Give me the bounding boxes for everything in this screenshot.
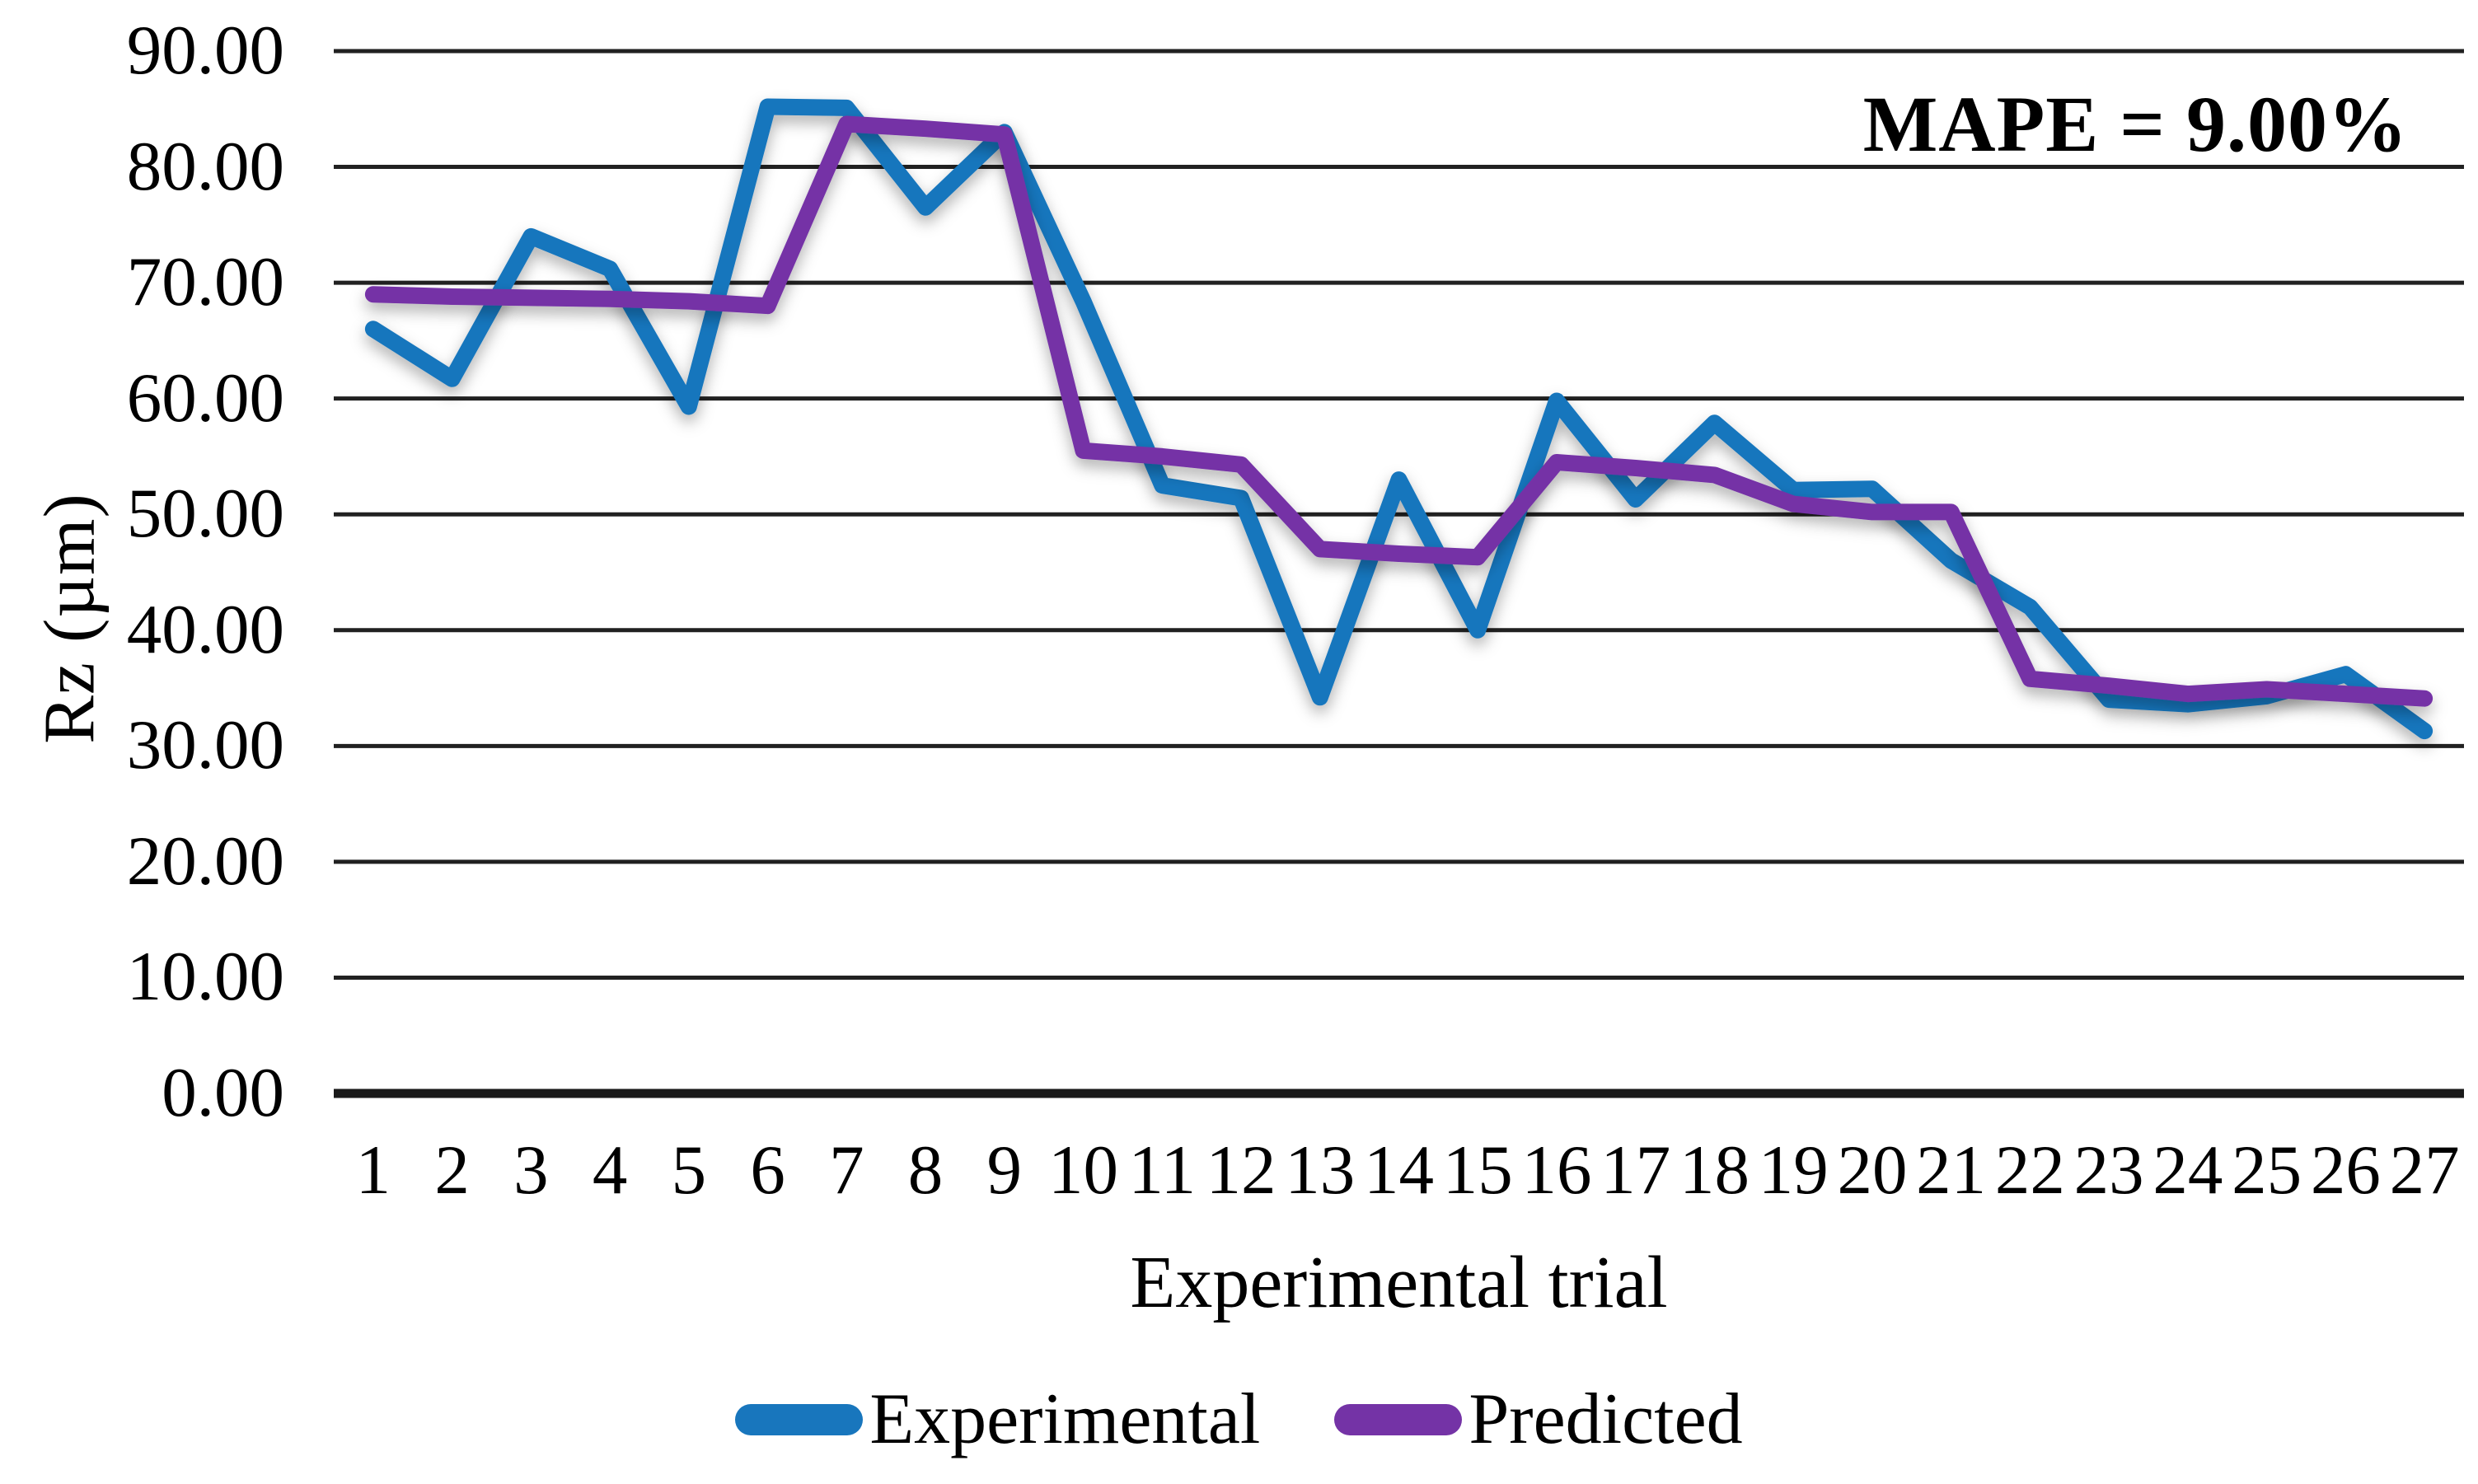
x-tick-label: 7 xyxy=(829,1131,864,1209)
x-tick-label: 22 xyxy=(1994,1131,2065,1209)
y-tick-label: 20.00 xyxy=(126,822,284,900)
x-tick-label: 16 xyxy=(1521,1131,1592,1209)
x-tick-label: 26 xyxy=(2310,1131,2381,1209)
x-tick-label: 25 xyxy=(2232,1131,2302,1209)
x-tick-label: 10 xyxy=(1048,1131,1119,1209)
x-tick-label: 12 xyxy=(1206,1131,1276,1209)
x-tick-label: 9 xyxy=(986,1131,1023,1209)
legend-item-experimental: Experimental xyxy=(735,1378,1260,1461)
x-tick-label: 1 xyxy=(355,1131,391,1209)
x-tick-label: 13 xyxy=(1285,1131,1356,1209)
legend-label-predicted: Predicted xyxy=(1469,1379,1743,1459)
series-line-predicted xyxy=(364,115,2433,707)
y-tick-label: 70.00 xyxy=(126,243,284,321)
x-tick-label: 5 xyxy=(671,1131,707,1209)
x-tick-label: 3 xyxy=(513,1131,549,1209)
y-tick-label: 30.00 xyxy=(126,706,284,784)
x-tick-label: 27 xyxy=(2389,1131,2460,1209)
x-tick-label: 14 xyxy=(1364,1131,1434,1209)
x-tick-label: 4 xyxy=(592,1131,628,1209)
x-tick-label: 19 xyxy=(1758,1131,1829,1209)
x-tick-label: 6 xyxy=(750,1131,785,1209)
y-tick-label: 10.00 xyxy=(126,938,284,1016)
x-tick-label: 23 xyxy=(2073,1131,2144,1209)
x-tick-label: 15 xyxy=(1442,1131,1513,1209)
legend: Experimental Predicted xyxy=(0,1378,2478,1461)
x-axis-title: Experimental trial xyxy=(1130,1242,1668,1323)
predicted-line-swatch xyxy=(1334,1403,1463,1435)
y-tick-label: 0.00 xyxy=(162,1054,284,1131)
mape-annotation: MAPE = 9.00% xyxy=(1862,80,2408,168)
x-tick-label: 8 xyxy=(907,1131,944,1209)
y-tick-label: 50.00 xyxy=(126,475,284,553)
x-tick-label: 18 xyxy=(1679,1131,1750,1209)
y-tick-label: 90.00 xyxy=(126,12,284,89)
legend-item-predicted: Predicted xyxy=(1334,1378,1743,1461)
experimental-line-swatch xyxy=(735,1403,864,1435)
series-line-experimental xyxy=(364,98,2433,740)
y-tick-label: 40.00 xyxy=(126,590,284,668)
x-tick-label: 21 xyxy=(1916,1131,1987,1209)
x-tick-label: 2 xyxy=(434,1131,470,1209)
x-tick-label: 17 xyxy=(1600,1131,1671,1209)
y-tick-label: 60.00 xyxy=(126,358,284,437)
x-tick-label: 24 xyxy=(2152,1131,2223,1209)
x-tick-label: 11 xyxy=(1128,1131,1197,1209)
x-tick-label: 20 xyxy=(1837,1131,1908,1209)
legend-label-experimental: Experimental xyxy=(869,1379,1261,1459)
y-tick-label: 80.00 xyxy=(126,127,284,205)
